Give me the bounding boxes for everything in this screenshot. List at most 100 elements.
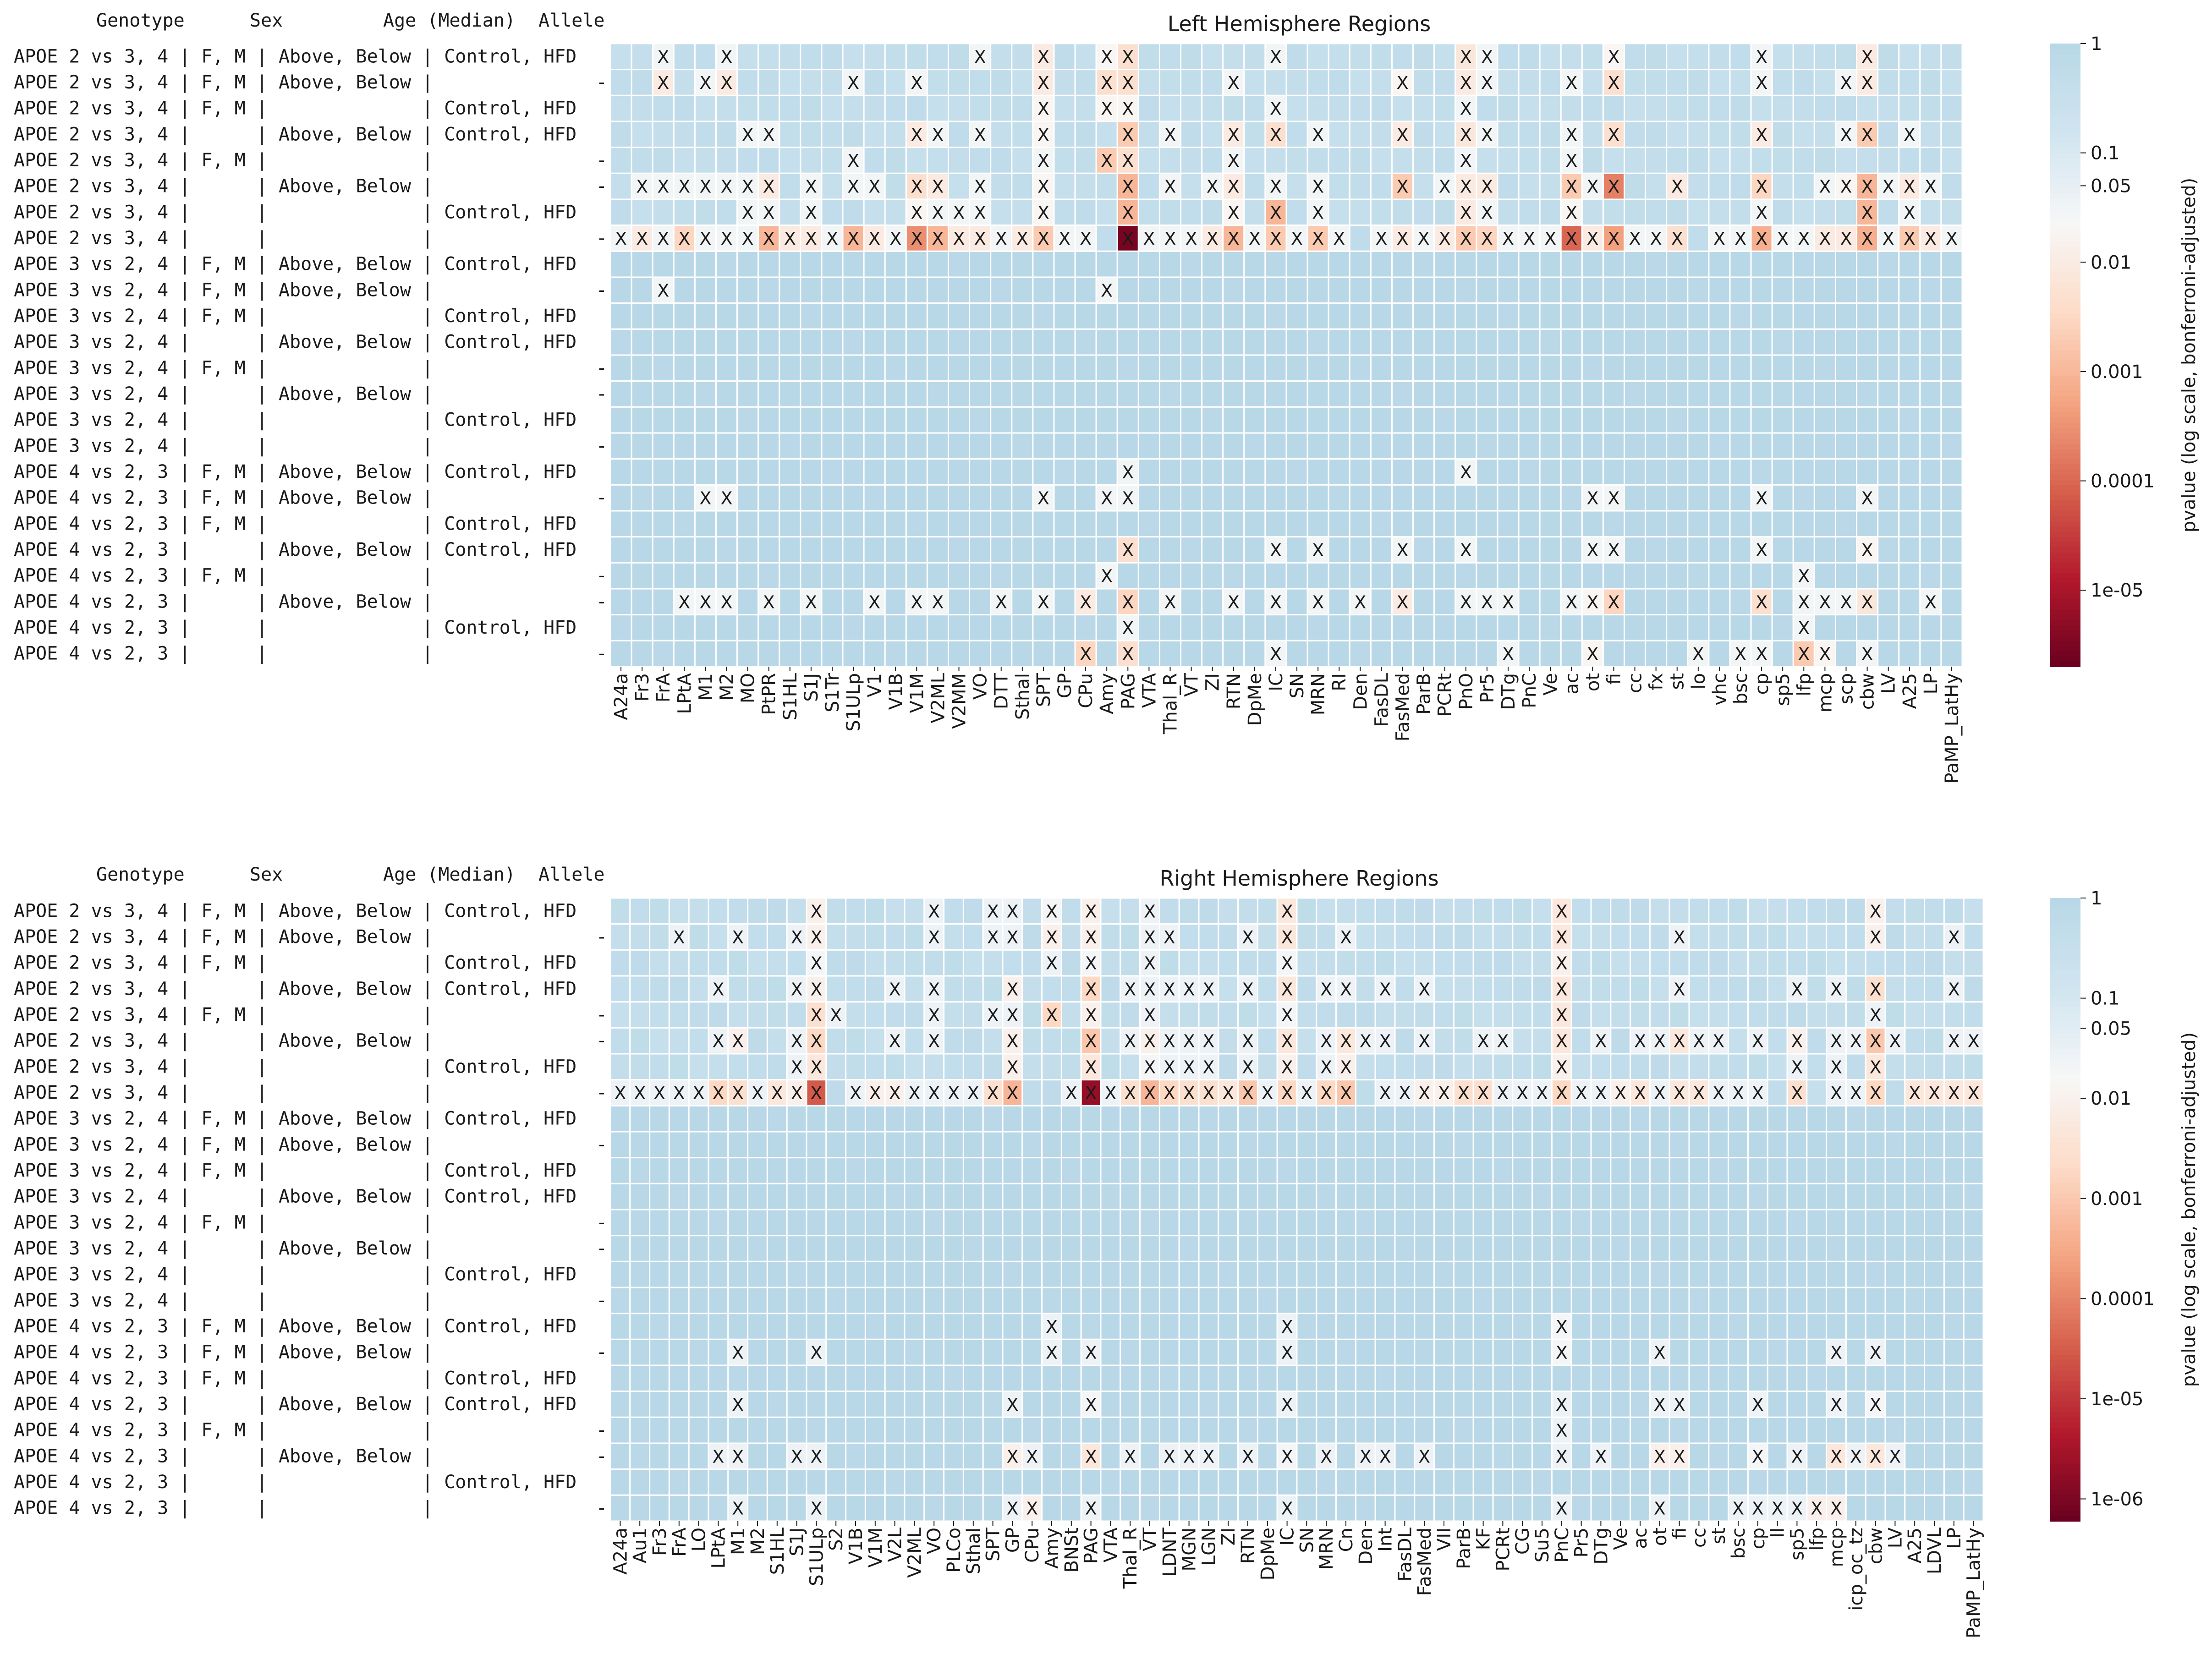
- heatmap-cell: [1285, 458, 1308, 486]
- significance-mark: X: [636, 177, 648, 197]
- heatmap-cell: [800, 94, 823, 122]
- heatmap-cell: [1750, 302, 1773, 330]
- heatmap-cell: [1898, 484, 1921, 512]
- heatmap-cell: [1624, 43, 1647, 71]
- significance-mark: X: [1502, 592, 1514, 612]
- colorbar-segment: [2050, 54, 2080, 60]
- column-label: Fr3: [649, 1528, 670, 1556]
- heatmap-cell: [982, 1442, 1004, 1470]
- heatmap-cell: [1813, 302, 1836, 330]
- heatmap-cell: [990, 69, 1013, 96]
- heatmap-cell: [1455, 588, 1477, 616]
- heatmap-cell: [943, 1494, 964, 1522]
- heatmap-cell: [1355, 1468, 1376, 1496]
- heatmap-cell: [1497, 640, 1520, 668]
- significance-mark: X: [1819, 177, 1831, 197]
- column-label: MO: [738, 673, 759, 703]
- heatmap-cell: [1218, 1442, 1239, 1470]
- significance-mark: X: [1379, 1446, 1391, 1467]
- significance-mark: X: [868, 177, 880, 197]
- heatmap-cell: [1581, 328, 1604, 356]
- heatmap-cell: [904, 1053, 925, 1081]
- significance-mark: X: [1101, 99, 1113, 119]
- heatmap-cell: [1728, 1260, 1749, 1288]
- heatmap-cell: [1391, 458, 1414, 486]
- significance-mark: X: [732, 1031, 744, 1052]
- heatmap-cell: [1257, 1338, 1278, 1366]
- colorbar-segment: [2050, 1059, 2080, 1065]
- heatmap-cell: [1666, 198, 1689, 226]
- significance-mark: X: [1830, 1057, 1842, 1077]
- heatmap-cell: [1178, 1235, 1200, 1262]
- significance-mark: X: [1565, 125, 1577, 145]
- heatmap-cell: [842, 432, 865, 460]
- significance-mark: X: [1242, 979, 1254, 999]
- heatmap-cell: [1433, 1183, 1455, 1210]
- heatmap-cell: [1257, 923, 1278, 951]
- heatmap-cell: [1198, 1001, 1219, 1029]
- row-label: APOE 2 vs 3, 4 | F, M | | Control, HFD: [14, 98, 576, 119]
- heatmap-cell: [923, 1260, 945, 1288]
- heatmap-cell: [1074, 172, 1097, 200]
- heatmap-cell: [1792, 147, 1815, 174]
- heatmap-cell: [962, 1364, 984, 1392]
- heatmap-cell: [1649, 1105, 1670, 1133]
- heatmap-cell: [904, 1183, 925, 1210]
- heatmap-cell: [1276, 1131, 1298, 1159]
- heatmap-cell: [1531, 1131, 1553, 1159]
- heatmap-cell: [1476, 588, 1498, 616]
- heatmap-cell: [1237, 1209, 1258, 1237]
- colorbar-segment: [2050, 324, 2080, 330]
- heatmap-cell: [1032, 484, 1055, 512]
- heatmap-cell: [1355, 1338, 1376, 1366]
- heatmap-cell: [1414, 1416, 1435, 1444]
- heatmap-cell: [1011, 302, 1034, 330]
- heatmap-cell: [609, 1468, 631, 1496]
- colorbar-segment: [2050, 1220, 2080, 1226]
- colorbar-segment: [2050, 635, 2080, 641]
- significance-mark: X: [1608, 592, 1619, 612]
- heatmap-cell: [715, 328, 738, 356]
- heatmap-cell: [1924, 1468, 1945, 1496]
- heatmap-cell: [1011, 614, 1034, 641]
- heatmap-cell: [609, 432, 632, 460]
- heatmap-cell: [1328, 120, 1350, 148]
- heatmap-cell: [1053, 562, 1076, 590]
- heatmap-cell: [1845, 975, 1866, 1003]
- heatmap-cell: [668, 1468, 690, 1496]
- heatmap-cell: [1610, 1131, 1631, 1159]
- significance-mark: X: [1122, 618, 1134, 638]
- significance-mark: X: [1104, 1083, 1116, 1103]
- heatmap-cell: [1222, 43, 1245, 71]
- heatmap-cell: [673, 276, 696, 304]
- colorbar-segment: [2050, 1298, 2080, 1304]
- heatmap-cell: [1349, 458, 1372, 486]
- heatmap-cell: [1649, 1131, 1670, 1159]
- colorbar-segment: [2050, 334, 2080, 340]
- heatmap-cell: [1826, 1183, 1847, 1210]
- heatmap-cell: [1687, 484, 1710, 512]
- heatmap-cell: [1492, 1183, 1514, 1210]
- heatmap-cell: [1041, 1416, 1062, 1444]
- heatmap-cell: [1963, 1313, 1984, 1340]
- significance-mark: X: [1756, 540, 1767, 560]
- colorbar-tick-label: 1e-05: [2091, 1389, 2143, 1410]
- significance-mark: X: [1674, 927, 1685, 948]
- significance-mark: X: [732, 1343, 744, 1363]
- significance-mark: X: [1379, 979, 1391, 999]
- heatmap-cell: [1943, 1391, 1965, 1418]
- heatmap-cell: [1285, 614, 1308, 641]
- significance-mark: X: [1861, 177, 1873, 197]
- heatmap-cell: [1771, 43, 1794, 71]
- heatmap-cell: [1688, 1053, 1710, 1081]
- heatmap-cell: [1433, 1391, 1455, 1418]
- heatmap-cell: [1316, 923, 1337, 951]
- colorbar-segment: [2050, 898, 2080, 904]
- heatmap-cell: [1158, 949, 1180, 977]
- heatmap-cell: [1306, 380, 1329, 408]
- heatmap-cell: [1560, 354, 1583, 382]
- column-label: PAG: [1118, 673, 1139, 709]
- heatmap-cell: [1414, 1494, 1435, 1522]
- heatmap-cell: [1729, 94, 1752, 122]
